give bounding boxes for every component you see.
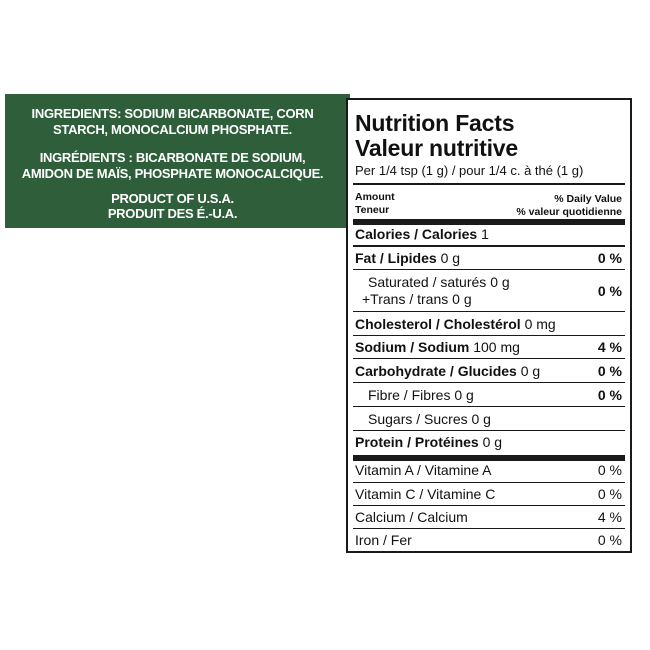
dv-header-fr: % valeur quotidienne (516, 206, 622, 218)
ingredients-en-line-1: INGREDIENTS: SODIUM BICARBONATE, CORN (31, 106, 314, 121)
origin-fr: PRODUIT DES É.-U.A. (107, 206, 238, 221)
rule (353, 406, 625, 407)
dv-header-en: % Daily Value (554, 193, 622, 205)
ingredients-panel: INGREDIENTS: SODIUM BICARBONATE, CORN ST… (5, 94, 350, 228)
sugars-label: Sugars / Sucres (368, 411, 468, 427)
iron-dv: 0 % (597, 532, 622, 548)
cholesterol-amount: 0 mg (524, 316, 556, 332)
fat-dv: 0 % (597, 250, 622, 266)
rule (353, 505, 625, 506)
sodium-amount: 100 mg (473, 339, 520, 355)
trans-label: +Trans / trans (362, 291, 449, 307)
rule (353, 183, 625, 185)
rule (353, 335, 625, 336)
carbohydrate-row: Carbohydrate / Glucides 0 g (355, 363, 540, 380)
fat-label: Fat / Lipides (355, 250, 437, 266)
saturated-label: Saturated / saturés (368, 274, 487, 290)
cholesterol-label: Cholesterol / Cholestérol (355, 316, 521, 332)
rule (353, 528, 625, 529)
title-en: Nutrition Facts (355, 110, 515, 136)
cholesterol-row: Cholesterol / Cholestérol 0 mg (355, 316, 556, 333)
rule (353, 430, 625, 431)
fat-amount: 0 g (440, 250, 461, 266)
calcium-dv: 4 % (597, 509, 622, 525)
sat-trans-dv: 0 % (597, 283, 622, 299)
serving-size: Per 1/4 tsp (1 g) / pour 1/4 c. à thé (1… (355, 163, 584, 178)
protein-amount: 0 g (482, 434, 503, 450)
fat-row: Fat / Lipides 0 g (355, 250, 460, 267)
amount-header-fr: Teneur (355, 204, 390, 216)
rule (353, 382, 625, 383)
fibre-label: Fibre / Fibres (368, 387, 451, 403)
rule (353, 269, 625, 270)
sodium-dv: 4 % (597, 339, 622, 355)
fibre-amount: 0 g (454, 387, 474, 403)
sugars-row: Sugars / Sucres 0 g (368, 411, 491, 428)
trans-row: +Trans / trans 0 g (362, 291, 472, 308)
amount-header-en: Amount (355, 191, 395, 203)
rule (353, 245, 625, 247)
sodium-label: Sodium / Sodium (355, 339, 470, 355)
title-fr: Valeur nutritive (355, 135, 518, 161)
calcium-row: Calcium / Calcium (355, 509, 468, 525)
protein-row: Protein / Protéines 0 g (355, 434, 502, 451)
calories-label: Calories / Calories (355, 226, 478, 242)
rule (353, 358, 625, 359)
saturated-amount: 0 g (490, 274, 510, 290)
vitamin-c-row: Vitamin C / Vitamine C (355, 486, 496, 502)
sodium-row: Sodium / Sodium 100 mg (355, 339, 520, 356)
vitamin-a-row: Vitamin A / Vitamine A (355, 462, 492, 478)
fibre-row: Fibre / Fibres 0 g (368, 387, 474, 404)
trans-amount: 0 g (452, 291, 472, 307)
fibre-dv: 0 % (597, 387, 622, 403)
ingredients-en-line-2: STARCH, MONOCALCIUM PHOSPHATE. (53, 122, 292, 137)
ingredients-fr-line-2: AMIDON DE MAÏS, PHOSPHATE MONOCALCIQUE. (21, 166, 324, 181)
carbohydrate-amount: 0 g (520, 363, 541, 379)
carbohydrate-label: Carbohydrate / Glucides (355, 363, 517, 379)
rule (353, 311, 625, 312)
saturated-row: Saturated / saturés 0 g (368, 274, 510, 291)
vitamin-c-dv: 0 % (597, 486, 622, 502)
protein-label: Protein / Protéines (355, 434, 479, 450)
sugars-amount: 0 g (471, 411, 491, 427)
calories-row: Calories / Calories 1 (355, 226, 489, 243)
ingredients-fr-line-1: INGRÉDIENTS : BICARBONATE DE SODIUM, (39, 150, 306, 165)
carbohydrate-dv: 0 % (597, 363, 622, 379)
rule (353, 219, 625, 225)
iron-row: Iron / Fer (355, 532, 412, 548)
calories-value: 1 (481, 226, 489, 242)
vitamin-a-dv: 0 % (597, 462, 622, 478)
nutrition-facts-label: Nutrition Facts Valeur nutritive Per 1/4… (346, 98, 632, 553)
rule (353, 455, 625, 461)
origin-en: PRODUCT OF U.S.A. (111, 191, 234, 206)
rule (353, 482, 625, 483)
